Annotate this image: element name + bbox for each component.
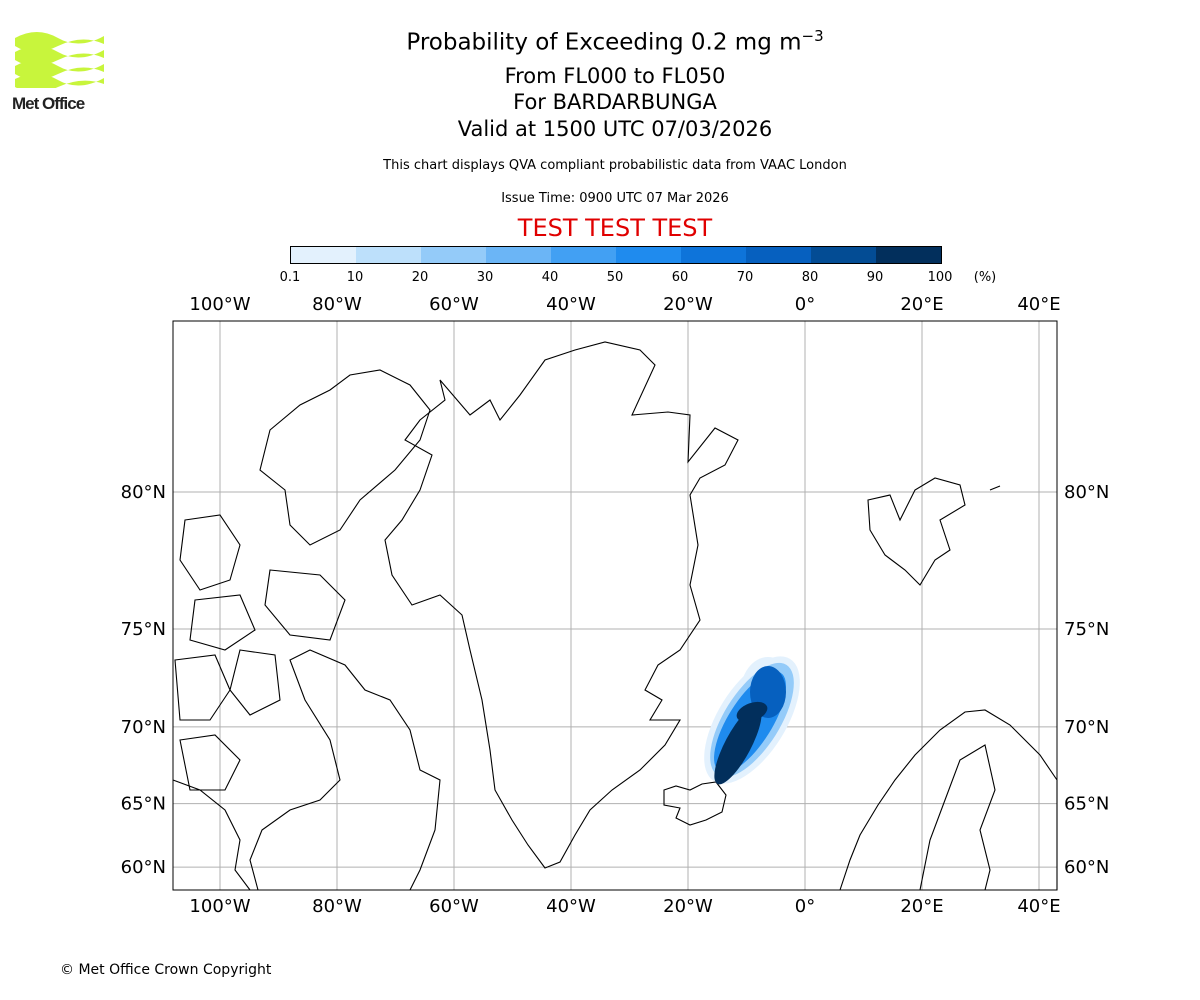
lat-label-right: 70°N xyxy=(1064,717,1109,738)
lon-label-top: 20°W xyxy=(663,294,713,315)
coast-ne-greenland-tip xyxy=(989,485,1001,491)
coastlines xyxy=(172,341,1058,891)
lon-label-bottom: 60°W xyxy=(429,896,479,917)
colorbar-bin-0 xyxy=(291,247,356,263)
lon-label-bottom: 40°W xyxy=(546,896,596,917)
volcano-name: For BARDARBUNGA xyxy=(513,90,717,114)
lon-label-top: 40°W xyxy=(546,294,596,315)
coast-scandinavia xyxy=(839,709,1058,891)
coast-iceland xyxy=(663,781,727,826)
colorbar-bin-6 xyxy=(681,247,746,263)
colorbar-unit: (%) xyxy=(973,270,997,285)
lon-label-bottom: 100°W xyxy=(189,896,250,917)
lat-label-right: 80°N xyxy=(1064,482,1109,503)
lat-label-left: 70°N xyxy=(121,717,166,738)
lon-label-top: 40°E xyxy=(1017,294,1060,315)
title-main: Probability of Exceeding 0.2 mg m xyxy=(406,29,802,56)
lat-label-right: 65°N xyxy=(1064,794,1109,815)
lon-label-top: 0° xyxy=(795,294,815,315)
colorbar-label: 90 xyxy=(866,270,884,285)
colorbar-bin-2 xyxy=(421,247,486,263)
chart-title: Probability of Exceeding 0.2 mg m−3 xyxy=(0,27,1200,56)
ash-plume xyxy=(704,656,800,785)
lon-label-bottom: 40°E xyxy=(1017,896,1060,917)
map-frame xyxy=(172,320,1058,891)
coast-baffin xyxy=(249,649,441,891)
graticule xyxy=(173,321,1057,890)
lon-label-top: 80°W xyxy=(312,294,362,315)
colorbar-bin-5 xyxy=(616,247,681,263)
colorbar-bin-9 xyxy=(876,247,941,263)
valid-time: Valid at 1500 UTC 07/03/2026 xyxy=(457,117,773,141)
axis-tick-labels: 100°W 100°W 80°W 80°W 60°W 60°W 40°W 40°W 20°W 20… xyxy=(121,294,1110,917)
title-superscript: −3 xyxy=(801,27,824,45)
met-office-logo: Met Office xyxy=(12,30,108,114)
colorbar-bin-1 xyxy=(356,247,421,263)
description: This chart displays QVA compliant probab… xyxy=(383,158,847,173)
lon-label-top: 100°W xyxy=(189,294,250,315)
colorbar-label: 100 xyxy=(927,270,953,285)
lon-label-bottom: 80°W xyxy=(312,896,362,917)
logo-text: Met Office xyxy=(12,94,85,113)
lon-label-bottom: 20°W xyxy=(663,896,713,917)
colorbar-label: 70 xyxy=(736,270,754,285)
colorbar xyxy=(290,246,942,264)
coast-arctic-islands xyxy=(174,514,346,791)
issue-time: Issue Time: 0900 UTC 07 Mar 2026 xyxy=(501,191,729,206)
lon-label-bottom: 20°E xyxy=(900,896,943,917)
copyright: © Met Office Crown Copyright xyxy=(60,962,272,978)
lon-label-bottom: 0° xyxy=(795,896,815,917)
flight-level-range: From FL000 to FL050 xyxy=(504,64,726,88)
colorbar-label: 30 xyxy=(476,270,494,285)
colorbar-label: 60 xyxy=(671,270,689,285)
test-banner: TEST TEST TEST xyxy=(517,214,713,242)
colorbar-bin-4 xyxy=(551,247,616,263)
coast-finland xyxy=(919,744,996,891)
colorbar-label: 20 xyxy=(411,270,429,285)
coast-ellesmere xyxy=(259,369,431,546)
colorbar-bin-3 xyxy=(486,247,551,263)
lat-label-left: 65°N xyxy=(121,794,166,815)
plume-90 xyxy=(714,705,762,785)
coast-canada-mainland xyxy=(172,779,251,891)
colorbar-label: 50 xyxy=(606,270,624,285)
lat-label-right: 75°N xyxy=(1064,619,1109,640)
lat-label-right: 60°N xyxy=(1064,857,1109,878)
lat-label-left: 60°N xyxy=(121,857,166,878)
met-office-waves-icon xyxy=(15,32,104,93)
colorbar-bin-7 xyxy=(746,247,811,263)
colorbar-label: 0.1 xyxy=(279,270,301,285)
plume-90b xyxy=(736,701,768,723)
colorbar-bin-8 xyxy=(811,247,876,263)
colorbar-label: 10 xyxy=(346,270,364,285)
colorbar-label: 80 xyxy=(801,270,819,285)
coast-greenland xyxy=(384,341,739,869)
lat-label-left: 80°N xyxy=(121,482,166,503)
colorbar-label: 40 xyxy=(541,270,559,285)
coast-svalbard xyxy=(867,477,966,586)
lon-label-top: 60°W xyxy=(429,294,479,315)
lon-label-top: 20°E xyxy=(900,294,943,315)
lat-label-left: 75°N xyxy=(121,619,166,640)
